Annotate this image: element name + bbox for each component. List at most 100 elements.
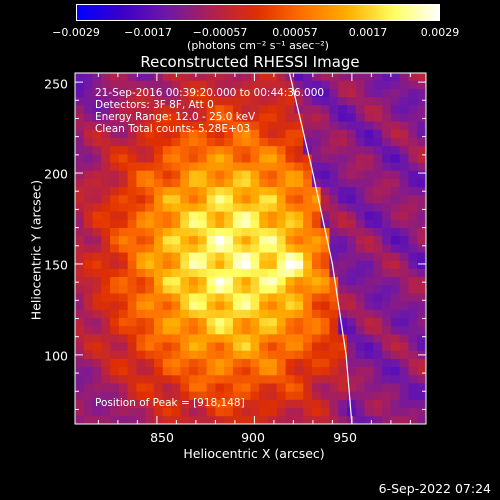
- heatmap-cell: [153, 178, 164, 188]
- heatmap-cell: [145, 317, 155, 327]
- heatmap-cell: [276, 211, 286, 220]
- heatmap-cell: [303, 358, 313, 368]
- heatmap-cell: [171, 383, 181, 392]
- heatmap-cell: [136, 383, 146, 392]
- heatmap-cell: [75, 383, 85, 392]
- heatmap-cell: [364, 366, 374, 376]
- heatmap-cell: [110, 301, 120, 310]
- heatmap-cell: [224, 145, 234, 155]
- heatmap-cell: [224, 80, 234, 89]
- heatmap-cell: [180, 104, 190, 114]
- heatmap-cell: [153, 317, 164, 327]
- heatmap-cell: [75, 162, 85, 171]
- heatmap-cell: [338, 153, 348, 163]
- heatmap-cell: [382, 153, 392, 163]
- heatmap-cell: [162, 268, 172, 278]
- heatmap-cell: [329, 399, 339, 409]
- heatmap-cell: [417, 407, 427, 417]
- heatmap-cell: [197, 252, 208, 261]
- heatmap-cell: [390, 170, 401, 179]
- heatmap-cell: [250, 350, 260, 359]
- heatmap-cell: [180, 252, 190, 261]
- heatmap-cell: [224, 325, 234, 335]
- heatmap-cell: [189, 276, 199, 286]
- heatmap-cell: [347, 374, 357, 384]
- heatmap-cell: [259, 80, 269, 89]
- heatmap-cell: [294, 194, 304, 204]
- heatmap-cell: [311, 227, 322, 237]
- heatmap-cell: [145, 178, 155, 188]
- heatmap-cell: [408, 113, 418, 122]
- heatmap-cell: [127, 129, 137, 138]
- heatmap-cell: [303, 391, 313, 400]
- heatmap-cell: [197, 284, 208, 294]
- heatmap-cell: [206, 153, 216, 163]
- heatmap-cell: [250, 113, 260, 122]
- heatmap-cell: [224, 162, 234, 171]
- heatmap-cell: [390, 407, 401, 417]
- heatmap-cell: [215, 350, 225, 359]
- heatmap-cell: [303, 342, 313, 351]
- heatmap-cell: [232, 121, 243, 130]
- heatmap-cell: [189, 317, 199, 327]
- heatmap-cell: [399, 342, 409, 351]
- heatmap-cell: [180, 227, 190, 237]
- heatmap-cell: [399, 301, 409, 310]
- heatmap-cell: [250, 407, 260, 417]
- y-tick-label: 150: [44, 257, 68, 273]
- heatmap-cell: [232, 219, 243, 228]
- heatmap-cell: [197, 342, 208, 351]
- heatmap-cell: [162, 137, 172, 147]
- heatmap-cell: [259, 293, 269, 302]
- heatmap-cell: [171, 219, 181, 228]
- heatmap-cell: [364, 227, 374, 237]
- heatmap-cell: [224, 88, 234, 98]
- heatmap-cell: [417, 260, 427, 269]
- heatmap-cell: [206, 260, 216, 269]
- heatmap-cell: [83, 121, 93, 130]
- heatmap-cell: [268, 113, 278, 122]
- heatmap-cell: [75, 366, 85, 376]
- heatmap-cell: [259, 170, 269, 179]
- heatmap-cell: [338, 80, 348, 89]
- heatmap-cell: [83, 203, 93, 212]
- heatmap-cell: [171, 268, 181, 278]
- heatmap-cell: [136, 153, 146, 163]
- heatmap-cell: [382, 129, 392, 138]
- heatmap-cell: [224, 317, 234, 327]
- heatmap-cell: [347, 407, 357, 417]
- heatmap-cell: [180, 293, 190, 302]
- heatmap-cell: [259, 129, 269, 138]
- heatmap-cell: [206, 121, 216, 130]
- heatmap-cell: [153, 194, 164, 204]
- heatmap-cell: [259, 137, 269, 147]
- heatmap-cell: [189, 374, 199, 384]
- heatmap-cell: [268, 268, 278, 278]
- heatmap-cell: [364, 235, 374, 245]
- heatmap-cell: [197, 391, 208, 400]
- heatmap-cell: [399, 73, 409, 81]
- heatmap-cell: [320, 170, 330, 179]
- heatmap-cell: [268, 342, 278, 351]
- heatmap-cell: [417, 113, 427, 122]
- heatmap-cell: [408, 88, 418, 98]
- heatmap-cell: [285, 235, 295, 245]
- heatmap-cell: [364, 301, 374, 310]
- heatmap-cell: [153, 252, 164, 261]
- heatmap-cell: [136, 129, 146, 138]
- heatmap-cell: [417, 317, 427, 327]
- heatmap-cell: [259, 219, 269, 228]
- heatmap-cell: [215, 358, 225, 368]
- heatmap-cell: [311, 219, 322, 228]
- heatmap-cell: [197, 162, 208, 171]
- heatmap-cell: [276, 113, 286, 122]
- heatmap-cell: [268, 325, 278, 335]
- heatmap-cell: [311, 301, 322, 310]
- heatmap-cell: [206, 276, 216, 286]
- heatmap-cell: [232, 113, 243, 122]
- heatmap-cell: [83, 309, 93, 318]
- heatmap-cell: [320, 358, 330, 368]
- heatmap-cell: [127, 153, 137, 163]
- heatmap-cell: [347, 162, 357, 171]
- heatmap-cell: [382, 252, 392, 261]
